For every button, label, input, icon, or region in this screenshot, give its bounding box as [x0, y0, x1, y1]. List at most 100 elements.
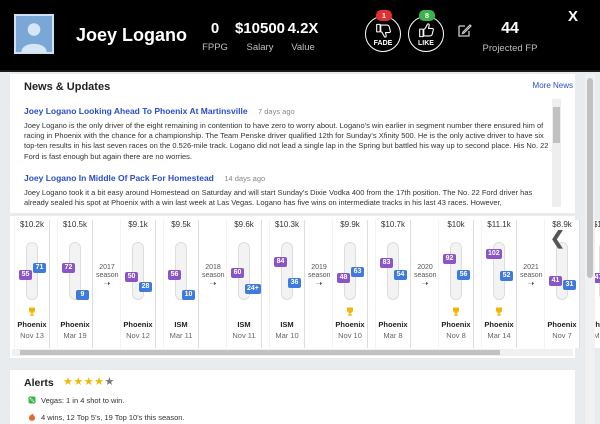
race-salary: $9.6k [234, 220, 254, 229]
projected-value: 44 [501, 20, 519, 37]
race-salary: $9.5k [171, 220, 191, 229]
alerts-rating: ★★★★★ [63, 375, 115, 388]
race-card[interactable]: $9.9k 48 63 Phoenix Nov 10 [332, 220, 368, 348]
star-empty-icon: ★ [104, 376, 115, 388]
like-button[interactable]: 8 LIKE [408, 10, 444, 52]
more-news-link[interactable]: More News [532, 81, 573, 90]
thumbs-up-icon [419, 23, 434, 38]
finish-position-badge: 36 [288, 278, 301, 289]
thumbs-down-icon [376, 23, 391, 38]
alerts-title: Alerts [24, 377, 54, 389]
news-item-body: Joey Logano is the only driver of the ei… [24, 121, 549, 161]
projected-label: Projected FP [482, 43, 538, 54]
stat-value: 4.2X Value [283, 20, 323, 53]
position-track [556, 242, 568, 300]
finish-position-badge: 9 [76, 290, 89, 301]
news-item-title[interactable]: Joey Logano Looking Ahead To Phoenix At … [24, 106, 248, 116]
news-item: Joey Logano Looking Ahead To Phoenix At … [24, 101, 554, 162]
like-label: LIKE [418, 40, 434, 47]
race-card[interactable]: $10.7k 83 54 Phoenix Mar 8 [375, 220, 411, 348]
season-word: season [520, 272, 543, 279]
news-panel: News & Updates More News Joey Logano Loo… [10, 74, 575, 213]
news-item-body: Joey Logano took it a bit easy around Ho… [24, 187, 533, 207]
race-card[interactable]: $8.9k 41 31 Phoenix Nov 7 [544, 220, 580, 348]
news-item: Joey Logano In Middle Of Pack For Homest… [24, 168, 554, 207]
trophy-icon [453, 307, 459, 316]
race-track: Phoenix [378, 320, 408, 329]
season-divider: 2019 season ➝ [308, 264, 331, 288]
news-item-age: 7 days ago [258, 107, 295, 116]
race-card[interactable]: $9.1k 50 28 Phoenix Nov 12 [120, 220, 156, 348]
start-position-badge: 72 [62, 262, 75, 273]
race-salary: $11.1k [487, 220, 511, 229]
fppg-label: FPPG [202, 42, 228, 53]
race-track: Phoenix [60, 320, 90, 329]
trophy-icon [496, 307, 502, 316]
arrow-right-icon: ➝ [315, 279, 323, 288]
chevron-left-icon[interactable]: ❮ [550, 228, 566, 248]
race-card[interactable]: $9.6k 60 24+ ISM Nov 11 [226, 220, 262, 348]
finish-position-badge: 56 [457, 269, 470, 280]
start-position-badge: 55 [19, 270, 32, 280]
race-card[interactable]: $10.2k 55 71 Phoenix Nov 13 [14, 220, 50, 348]
race-card[interactable]: $10.5k 72 9 Phoenix Mar 19 [57, 220, 93, 348]
finish-position-badge: 52 [500, 271, 513, 282]
race-card[interactable]: $9.5k 56 10 ISM Mar 11 [163, 220, 199, 348]
start-position-badge: 84 [274, 257, 287, 268]
trophy-icon [347, 307, 353, 316]
race-track: Phoenix [484, 320, 514, 329]
page-scrollbar[interactable] [585, 74, 595, 424]
race-track: Phoenix [547, 320, 577, 329]
race-date: Nov 8 [446, 331, 466, 340]
race-date: Nov 7 [552, 331, 572, 340]
race-date: Mar 8 [383, 331, 403, 340]
alert-item: 4 wins, 12 Top 5's, 19 Top 10's this sea… [28, 413, 185, 422]
season-word: season [308, 272, 331, 279]
race-date: Mar 13 [593, 331, 600, 340]
season-word: season [414, 272, 437, 279]
arrow-right-icon: ➝ [209, 279, 217, 288]
news-list: Joey Logano Looking Ahead To Phoenix At … [24, 101, 554, 207]
season-year: 2019 [311, 264, 327, 271]
race-salary: $10.3k [274, 220, 300, 229]
start-position-badge: 56 [168, 269, 181, 280]
finish-position-badge: 54 [394, 270, 407, 281]
finish-position-badge: 28 [139, 281, 152, 292]
close-button[interactable]: X [568, 8, 579, 25]
news-scrollbar-thumb[interactable] [553, 107, 560, 143]
timeline-scrollbar-thumb[interactable] [20, 350, 500, 355]
race-salary: $8.9k [552, 220, 572, 229]
race-salary: $10.2k [19, 220, 45, 229]
alerts-panel: Alerts ★★★★★ Vegas: 1 in 4 shot to win. … [10, 370, 575, 424]
start-position-badge: 50 [125, 272, 138, 283]
race-card[interactable]: $11.1k 102 52 Phoenix Mar 14 [481, 220, 517, 348]
season-year: 2021 [523, 264, 539, 271]
season-divider: 2017 season ➝ [96, 264, 119, 288]
race-salary: $10.4k [592, 220, 600, 229]
start-position-badge: 47 [592, 273, 600, 284]
season-word: season [202, 272, 225, 279]
position-track [281, 242, 293, 300]
race-card[interactable]: $10.3k 84 36 ISM Mar 10 [269, 220, 305, 348]
race-track: Phoenix [441, 320, 471, 329]
fade-button[interactable]: 1 FADE [365, 10, 401, 52]
race-date: Nov 12 [126, 331, 150, 340]
news-scrollbar[interactable] [552, 99, 561, 207]
race-salary: $10.7k [380, 220, 406, 229]
race-card[interactable]: $10k 92 56 Phoenix Nov 8 [438, 220, 474, 348]
season-year: 2017 [99, 264, 115, 271]
race-date: Mar 14 [487, 331, 511, 340]
news-item-title[interactable]: Joey Logano In Middle Of Pack For Homest… [24, 172, 214, 183]
race-track: ISM [174, 320, 188, 329]
start-position-badge: 92 [443, 253, 456, 264]
star-filled-icon: ★ [73, 376, 84, 388]
edit-icon[interactable] [458, 23, 472, 37]
arrow-right-icon: ➝ [527, 279, 535, 288]
page-scrollbar-thumb[interactable] [587, 78, 593, 278]
timeline-scrollbar[interactable] [12, 349, 573, 356]
value-value: 4.2X [287, 20, 319, 37]
flame-icon [29, 413, 35, 421]
trophy-icon [29, 307, 35, 316]
player-name: Joey Logano [76, 25, 188, 45]
like-count-badge: 8 [419, 10, 435, 21]
